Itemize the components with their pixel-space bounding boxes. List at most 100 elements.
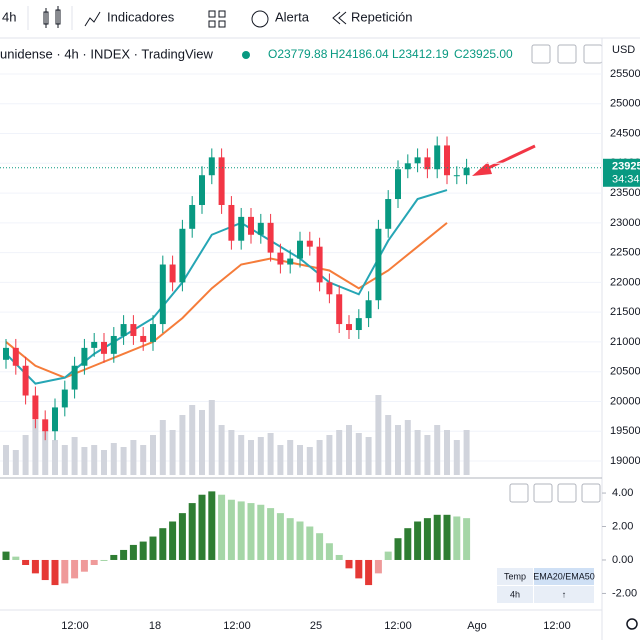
osc-bar bbox=[22, 559, 30, 565]
osc-bar bbox=[129, 544, 137, 560]
interval-button[interactable]: 4h bbox=[2, 9, 16, 24]
candle-body bbox=[150, 324, 156, 342]
countdown-label: 34:34 bbox=[612, 174, 640, 186]
price-tick-label: 25500 bbox=[610, 68, 640, 80]
price-tick-label: 23500 bbox=[610, 187, 640, 199]
candle-body bbox=[395, 169, 401, 200]
table-header: EMA20/EMA50 bbox=[533, 571, 595, 581]
currency-label[interactable]: USD bbox=[612, 44, 635, 56]
candle-body bbox=[287, 258, 294, 265]
osc-bar bbox=[120, 549, 128, 560]
settings-icon[interactable] bbox=[626, 618, 638, 630]
volume-bar bbox=[306, 447, 313, 475]
candle-body bbox=[306, 240, 313, 247]
candle-body bbox=[434, 145, 441, 170]
volume-bar bbox=[218, 425, 225, 475]
candle-icon[interactable] bbox=[43, 6, 61, 28]
legend-buttons[interactable] bbox=[531, 44, 603, 64]
volume-bar bbox=[316, 440, 323, 475]
candle-body bbox=[208, 157, 215, 176]
osc-bar bbox=[218, 494, 226, 560]
candle-body bbox=[199, 175, 205, 205]
candle-body bbox=[179, 228, 186, 283]
candle-body bbox=[238, 216, 245, 241]
candle-body bbox=[42, 419, 49, 432]
osc-bar bbox=[355, 559, 363, 579]
candle-body bbox=[444, 145, 450, 176]
time-tick-label: 12:00 bbox=[543, 620, 571, 632]
osc-bar bbox=[227, 499, 235, 560]
price-tick-label: 21000 bbox=[610, 336, 640, 348]
volume-bar bbox=[150, 435, 156, 475]
osc-bar bbox=[296, 521, 304, 560]
volume-bar bbox=[238, 435, 245, 475]
ema20-line bbox=[5, 189, 448, 385]
templates-icon[interactable] bbox=[208, 10, 226, 28]
indicators-icon[interactable] bbox=[84, 11, 101, 27]
osc-bar bbox=[90, 559, 98, 565]
time-tick-label: 12:00 bbox=[61, 620, 89, 632]
indicators-button[interactable]: Indicadores bbox=[107, 9, 175, 24]
last-price-label: 23925 bbox=[612, 161, 640, 173]
candle-body bbox=[218, 157, 225, 205]
candle-body bbox=[71, 365, 78, 390]
osc-bar bbox=[394, 538, 402, 560]
osc-bar bbox=[61, 559, 69, 584]
osc-bar bbox=[247, 503, 255, 560]
price-tick-label: 24500 bbox=[610, 127, 640, 139]
osc-bar bbox=[316, 533, 324, 560]
time-tick-label: 12:00 bbox=[384, 620, 412, 632]
osc-bar bbox=[51, 559, 59, 586]
osc-bar bbox=[365, 559, 373, 586]
candle-body bbox=[91, 341, 98, 348]
ema50-line bbox=[5, 222, 448, 379]
candle-body bbox=[120, 324, 127, 336]
candle-body bbox=[110, 335, 117, 354]
table-cell bbox=[534, 568, 594, 585]
alert-button[interactable]: Alerta bbox=[275, 9, 310, 24]
osc-bar bbox=[423, 518, 431, 560]
osc-bar bbox=[80, 559, 88, 572]
volume-bar bbox=[395, 425, 401, 475]
replay-button[interactable]: Repetición bbox=[351, 9, 412, 24]
volume-bar bbox=[404, 420, 411, 475]
candle-body bbox=[189, 204, 196, 229]
volume-bar bbox=[169, 430, 176, 475]
volume-bar bbox=[463, 430, 470, 475]
volume-bar bbox=[267, 433, 274, 475]
volume-bar bbox=[297, 445, 303, 475]
volume-bar bbox=[385, 415, 392, 475]
volume-bar bbox=[248, 440, 254, 475]
candle-body bbox=[453, 175, 460, 177]
volume-bar bbox=[346, 425, 352, 475]
volume-bar bbox=[12, 450, 19, 475]
volume-bar bbox=[52, 440, 58, 475]
volume-bar bbox=[424, 435, 431, 475]
volume-bar bbox=[208, 400, 215, 475]
candle-body bbox=[81, 347, 88, 366]
candle-body bbox=[228, 204, 235, 241]
candle-body bbox=[414, 157, 421, 164]
osc-bar bbox=[433, 514, 441, 560]
volume-bar bbox=[375, 395, 382, 475]
candle-body bbox=[61, 389, 68, 408]
volume-bar bbox=[199, 410, 205, 475]
osc-bar bbox=[325, 543, 333, 560]
time-tick-label: 25 bbox=[310, 620, 322, 632]
last-price-tag bbox=[603, 158, 640, 187]
alert-icon[interactable] bbox=[251, 10, 269, 28]
osc-tick-label: -2.00 bbox=[612, 587, 637, 599]
pane-buttons[interactable] bbox=[509, 483, 601, 503]
replay-icon[interactable] bbox=[332, 11, 347, 25]
price-tick-label: 22000 bbox=[610, 276, 640, 288]
volume-bar bbox=[130, 440, 137, 475]
ohlc-close: C23925.00 bbox=[454, 47, 513, 61]
osc-tick-label: 4.00 bbox=[612, 487, 633, 499]
osc-tick-label: 0.00 bbox=[612, 554, 633, 566]
volume-bar bbox=[287, 440, 294, 475]
table-cell-text: 4h bbox=[510, 589, 520, 599]
table-cell bbox=[497, 568, 533, 585]
candle-body bbox=[52, 407, 58, 432]
volume-bar bbox=[42, 430, 49, 475]
